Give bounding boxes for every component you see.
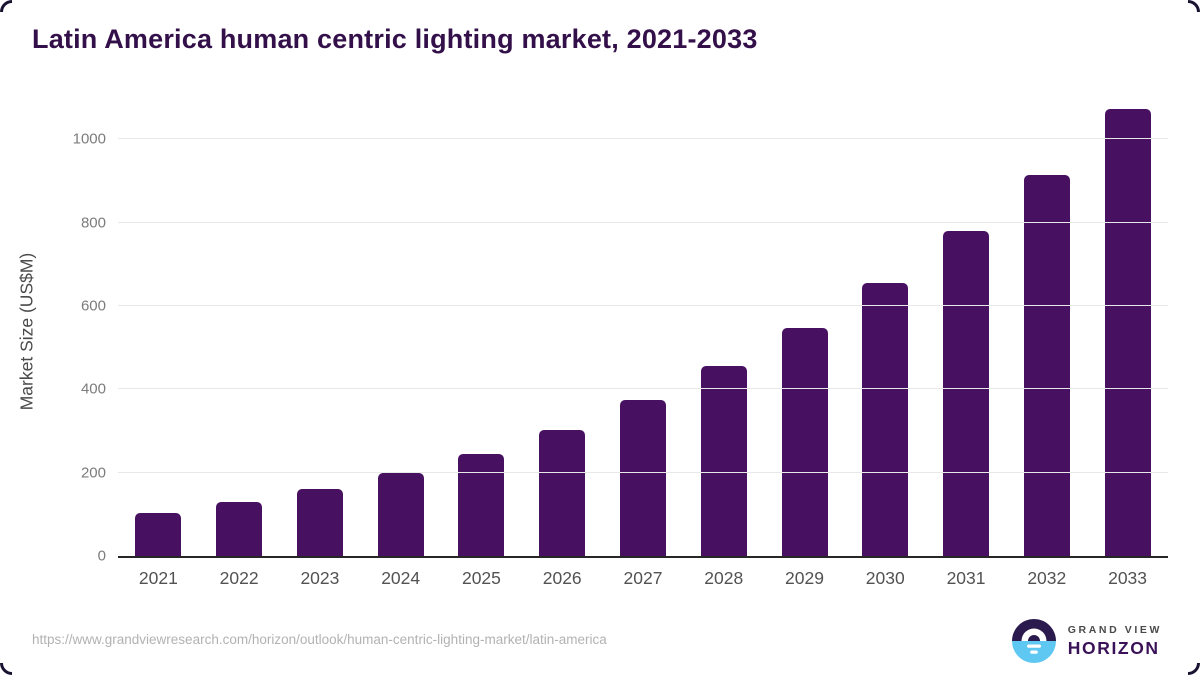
- bar-2031[interactable]: [943, 230, 990, 556]
- bar-slot: [118, 105, 199, 556]
- bar-slot: [441, 105, 522, 556]
- x-tick-label-2031: 2031: [946, 568, 986, 588]
- gridline: [118, 304, 1168, 306]
- x-tick-label-2027: 2027: [623, 568, 663, 588]
- bars-container: [118, 105, 1168, 556]
- gridline: [118, 221, 1168, 223]
- brand-text: GRAND VIEW HORIZON: [1068, 624, 1162, 659]
- bar-2032[interactable]: [1023, 174, 1070, 556]
- bar-slot: [603, 105, 684, 556]
- corner-mark: [0, 663, 12, 675]
- x-tick-label-2023: 2023: [300, 568, 340, 588]
- bar-slot: [926, 105, 1007, 556]
- x-tick-label-2026: 2026: [542, 568, 582, 588]
- chart-title: Latin America human centric lighting mar…: [32, 24, 758, 54]
- bar-2030[interactable]: [862, 282, 909, 556]
- y-tick-label: 600: [80, 297, 106, 315]
- x-tick-label-2030: 2030: [865, 568, 905, 588]
- corner-mark: [1188, 0, 1200, 12]
- y-axis-title: Market Size (US$M): [14, 105, 40, 558]
- x-tick-label-2033: 2033: [1108, 568, 1148, 588]
- bar-2021[interactable]: [135, 512, 182, 556]
- bar-slot: [360, 105, 441, 556]
- bar-2026[interactable]: [539, 429, 586, 556]
- brand-name-bottom: HORIZON: [1067, 637, 1160, 658]
- bar-slot: [280, 105, 361, 556]
- bar-2033[interactable]: [1104, 109, 1151, 556]
- brand-logo: GRAND VIEW HORIZON: [1011, 619, 1162, 663]
- x-tick-label-2024: 2024: [381, 568, 421, 588]
- bar-2028[interactable]: [700, 366, 747, 556]
- horizon-sunrise-icon: [1011, 619, 1056, 663]
- x-axis-labels: 2021 2022 2023 2024 2025 2026 2027 2028 2029 2030…: [118, 568, 1168, 589]
- brand-name-top: GRAND VIEW: [1067, 623, 1162, 636]
- y-tick-label: 1000: [72, 130, 106, 148]
- bar-slot: [199, 105, 280, 556]
- source-url: https://www.grandviewresearch.com/horizo…: [32, 632, 607, 647]
- corner-mark: [0, 0, 12, 12]
- plot-area: 0 200 400 600 800 1000: [73, 105, 1168, 565]
- bar-slot: [1087, 105, 1168, 556]
- gridline: [118, 388, 1168, 390]
- gridline: [118, 138, 1168, 140]
- bar-2027[interactable]: [619, 400, 666, 556]
- x-tick-label-2032: 2032: [1027, 568, 1067, 588]
- y-tick-label: 400: [80, 380, 106, 398]
- gridline: [118, 471, 1168, 473]
- bar-slot: [764, 105, 845, 556]
- bar-2025[interactable]: [458, 453, 505, 556]
- x-tick-label-2022: 2022: [219, 568, 259, 588]
- x-tick-label-2025: 2025: [461, 568, 501, 588]
- bar-2029[interactable]: [781, 327, 828, 556]
- corner-mark: [1188, 663, 1200, 675]
- bar-slot: [845, 105, 926, 556]
- bar-slot: [522, 105, 603, 556]
- x-tick-label-2021: 2021: [138, 568, 178, 588]
- bar-slot: [1006, 105, 1087, 556]
- x-tick-label-2029: 2029: [785, 568, 824, 588]
- bar-2024[interactable]: [377, 472, 424, 556]
- y-axis-title-text: Market Size (US$M): [16, 252, 37, 411]
- y-tick-label: 800: [80, 214, 106, 232]
- bar-slot: [683, 105, 764, 556]
- bar-2023[interactable]: [296, 488, 343, 556]
- x-tick-label-2028: 2028: [704, 568, 744, 588]
- y-tick-label: 200: [80, 464, 106, 482]
- y-tick-label: 0: [97, 547, 106, 565]
- bar-2022[interactable]: [216, 502, 263, 556]
